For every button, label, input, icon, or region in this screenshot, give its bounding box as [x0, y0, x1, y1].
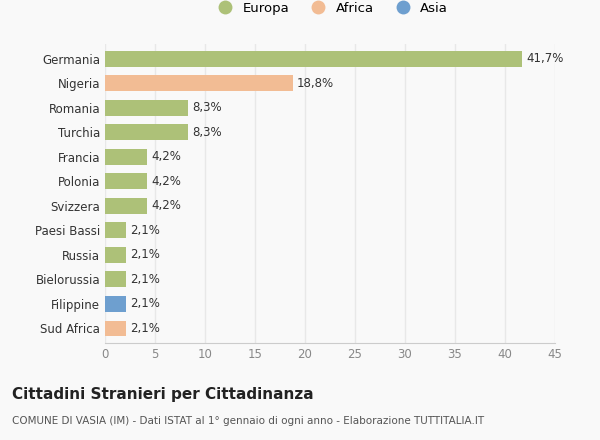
Bar: [105, 125, 188, 140]
Text: 2,1%: 2,1%: [130, 224, 160, 237]
Text: 4,2%: 4,2%: [151, 175, 181, 188]
Bar: [105, 320, 126, 337]
Text: 2,1%: 2,1%: [130, 297, 160, 311]
Bar: [105, 247, 126, 263]
Text: 2,1%: 2,1%: [130, 273, 160, 286]
Text: 8,3%: 8,3%: [192, 101, 221, 114]
Bar: [105, 198, 147, 214]
Bar: [105, 296, 126, 312]
Text: 8,3%: 8,3%: [192, 126, 221, 139]
Text: 4,2%: 4,2%: [151, 150, 181, 163]
Bar: [105, 100, 188, 116]
Legend: Europa, Africa, Asia: Europa, Africa, Asia: [207, 0, 453, 20]
Text: 4,2%: 4,2%: [151, 199, 181, 213]
Bar: [105, 51, 522, 67]
Text: 41,7%: 41,7%: [526, 52, 563, 65]
Bar: [105, 149, 147, 165]
Bar: [105, 173, 147, 189]
Text: 2,1%: 2,1%: [130, 249, 160, 261]
Text: Cittadini Stranieri per Cittadinanza: Cittadini Stranieri per Cittadinanza: [12, 387, 314, 402]
Text: 2,1%: 2,1%: [130, 322, 160, 335]
Text: 18,8%: 18,8%: [297, 77, 334, 90]
Bar: [105, 271, 126, 287]
Bar: [105, 222, 126, 238]
Text: COMUNE DI VASIA (IM) - Dati ISTAT al 1° gennaio di ogni anno - Elaborazione TUTT: COMUNE DI VASIA (IM) - Dati ISTAT al 1° …: [12, 416, 484, 426]
Bar: [105, 75, 293, 91]
